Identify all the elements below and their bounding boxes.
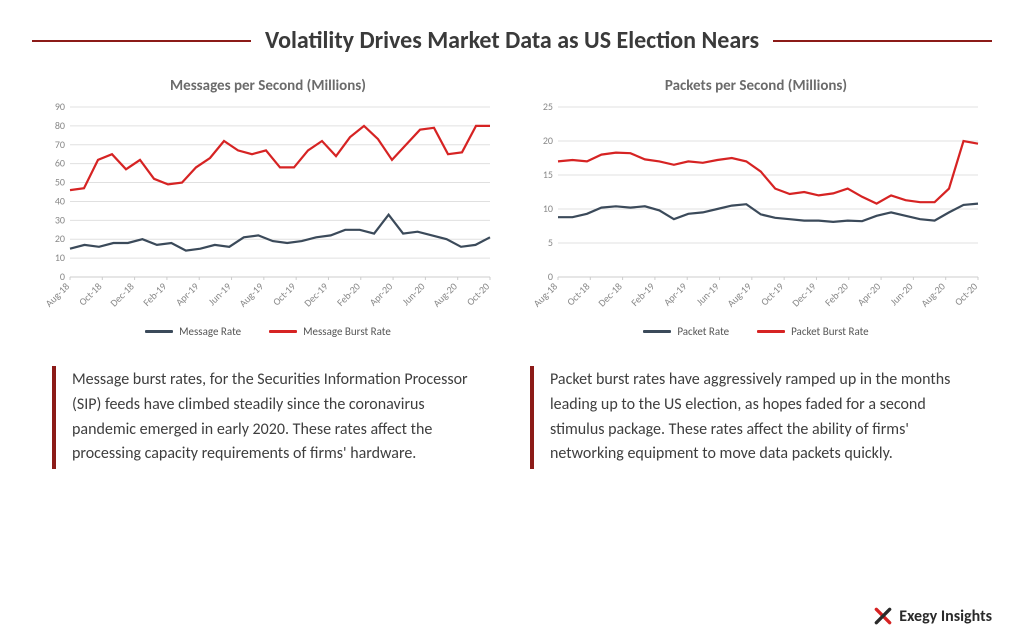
svg-text:15: 15	[543, 168, 553, 181]
chart-left-col: Messages per Second (Millions) 010203040…	[32, 77, 504, 338]
brand-mark: Exegy Insights	[873, 606, 992, 626]
legend-item: Packet Rate	[643, 325, 729, 338]
svg-text:Oct-18: Oct-18	[76, 280, 104, 308]
svg-text:Aug-19: Aug-19	[236, 280, 266, 310]
svg-text:Oct-20: Oct-20	[464, 280, 492, 308]
legend-item: Message Rate	[145, 325, 241, 338]
svg-text:Oct-19: Oct-19	[270, 280, 298, 308]
title-rule-left	[32, 40, 251, 42]
svg-text:10: 10	[543, 202, 553, 215]
svg-text:Oct-18: Oct-18	[564, 280, 592, 308]
svg-text:Aug-18: Aug-18	[530, 280, 560, 310]
blurb-right: Packet burst rates have aggressively ram…	[530, 366, 972, 469]
legend-item: Packet Burst Rate	[757, 325, 869, 338]
svg-text:Aug-20: Aug-20	[918, 280, 948, 310]
chart-right-title: Packets per Second (Millions)	[665, 77, 847, 95]
svg-text:Apr-20: Apr-20	[855, 280, 884, 309]
svg-text:60: 60	[55, 157, 65, 170]
svg-text:10: 10	[55, 251, 65, 264]
svg-text:20: 20	[543, 134, 553, 147]
svg-text:Oct-19: Oct-19	[758, 280, 786, 308]
svg-text:Dec-18: Dec-18	[107, 280, 136, 309]
chart-right-legend: Packet Rate Packet Burst Rate	[643, 325, 868, 338]
page-title: Volatility Drives Market Data as US Elec…	[265, 26, 759, 55]
svg-text:90: 90	[55, 101, 65, 113]
svg-text:Aug-18: Aug-18	[42, 280, 72, 310]
chart-left-wrap: 0102030405060708090Aug-18Oct-18Dec-18Feb…	[38, 101, 498, 321]
svg-text:Apr-19: Apr-19	[173, 280, 202, 309]
legend-label: Message Burst Rate	[303, 325, 391, 338]
svg-text:Feb-20: Feb-20	[334, 280, 363, 309]
legend-label: Message Rate	[179, 325, 241, 338]
chart-right-col: Packets per Second (Millions) 0510152025…	[520, 77, 992, 338]
svg-text:Jun-19: Jun-19	[693, 280, 721, 308]
svg-text:Jun-20: Jun-20	[887, 280, 915, 308]
messages-chart: 0102030405060708090Aug-18Oct-18Dec-18Feb…	[38, 101, 498, 321]
legend-label: Packet Rate	[677, 325, 729, 338]
svg-text:Jun-19: Jun-19	[205, 280, 233, 308]
chart-right-wrap: 0510152025Aug-18Oct-18Dec-18Feb-19Apr-19…	[526, 101, 986, 321]
svg-text:Oct-20: Oct-20	[952, 280, 980, 308]
blurbs-row: Message burst rates, for the Securities …	[32, 366, 992, 469]
svg-text:50: 50	[55, 176, 65, 189]
svg-text:Feb-19: Feb-19	[628, 280, 657, 309]
legend-swatch	[269, 330, 297, 333]
blurb-left: Message burst rates, for the Securities …	[52, 366, 494, 469]
svg-text:Feb-19: Feb-19	[140, 280, 169, 309]
svg-text:Apr-20: Apr-20	[367, 280, 396, 309]
svg-text:40: 40	[55, 194, 65, 207]
svg-text:Dec-18: Dec-18	[595, 280, 624, 309]
svg-text:80: 80	[55, 119, 65, 132]
svg-text:5: 5	[548, 236, 553, 249]
svg-text:20: 20	[55, 232, 65, 245]
brand-logo-icon	[873, 606, 893, 626]
legend-swatch	[757, 330, 785, 333]
svg-text:Dec-19: Dec-19	[789, 280, 818, 309]
chart-left-legend: Message Rate Message Burst Rate	[145, 325, 391, 338]
svg-text:Jun-20: Jun-20	[399, 280, 427, 308]
svg-text:30: 30	[55, 213, 65, 226]
legend-swatch	[643, 330, 671, 333]
page-title-row: Volatility Drives Market Data as US Elec…	[32, 26, 992, 55]
charts-row: Messages per Second (Millions) 010203040…	[32, 77, 992, 338]
svg-text:70: 70	[55, 138, 65, 151]
svg-text:Aug-20: Aug-20	[430, 280, 460, 310]
legend-item: Message Burst Rate	[269, 325, 391, 338]
chart-left-title: Messages per Second (Millions)	[170, 77, 366, 95]
legend-swatch	[145, 330, 173, 333]
svg-text:Dec-19: Dec-19	[301, 280, 330, 309]
svg-text:Feb-20: Feb-20	[822, 280, 851, 309]
brand-label: Exegy Insights	[899, 607, 992, 626]
legend-label: Packet Burst Rate	[791, 325, 869, 338]
title-rule-right	[773, 40, 992, 42]
svg-text:Aug-19: Aug-19	[724, 280, 754, 310]
packets-chart: 0510152025Aug-18Oct-18Dec-18Feb-19Apr-19…	[526, 101, 986, 321]
svg-text:Apr-19: Apr-19	[661, 280, 690, 309]
svg-text:25: 25	[543, 101, 553, 113]
